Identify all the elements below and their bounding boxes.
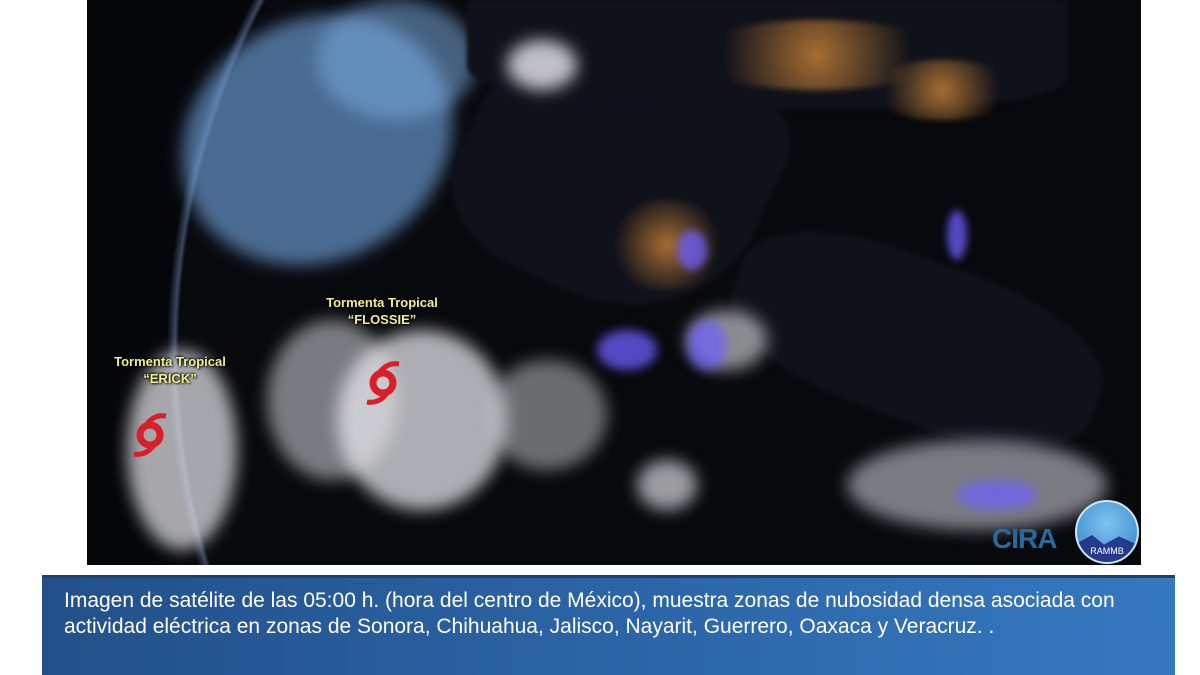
satellite-image: Tormenta Tropical “ERICK” Tormenta Tropi…	[87, 0, 1141, 565]
storm-label-erick: Tormenta Tropical “ERICK”	[95, 353, 245, 387]
lightning-cluster	[597, 330, 657, 370]
city-lights	[867, 60, 1017, 120]
cloud	[487, 360, 607, 470]
lightning-cluster	[677, 230, 707, 270]
cloud	[507, 40, 577, 90]
hurricane-symbol-icon	[366, 361, 400, 405]
storm-name: “ERICK”	[143, 371, 197, 386]
storm-label-flossie: Tormenta Tropical “FLOSSIE”	[307, 294, 457, 328]
lightning-cluster	[947, 210, 967, 260]
cloud	[637, 460, 697, 510]
storm-type: Tormenta Tropical	[326, 295, 438, 310]
storm-type: Tormenta Tropical	[114, 354, 226, 369]
caption-text: Imagen de satélite de las 05:00 h. (hora…	[64, 589, 1115, 638]
cira-logo: CIRA	[992, 523, 1057, 554]
rammb-logo: RAMMB	[1075, 500, 1139, 564]
cloud	[337, 330, 507, 510]
cloud-band	[317, 0, 477, 120]
lightning-cluster	[687, 320, 727, 370]
hurricane-symbol-icon	[133, 413, 167, 457]
rammb-text: RAMMB	[1090, 546, 1124, 556]
city-lights	[607, 200, 727, 290]
lightning-cluster	[957, 480, 1037, 510]
storm-name: “FLOSSIE”	[347, 312, 417, 327]
caption-box: Imagen de satélite de las 05:00 h. (hora…	[42, 575, 1175, 675]
